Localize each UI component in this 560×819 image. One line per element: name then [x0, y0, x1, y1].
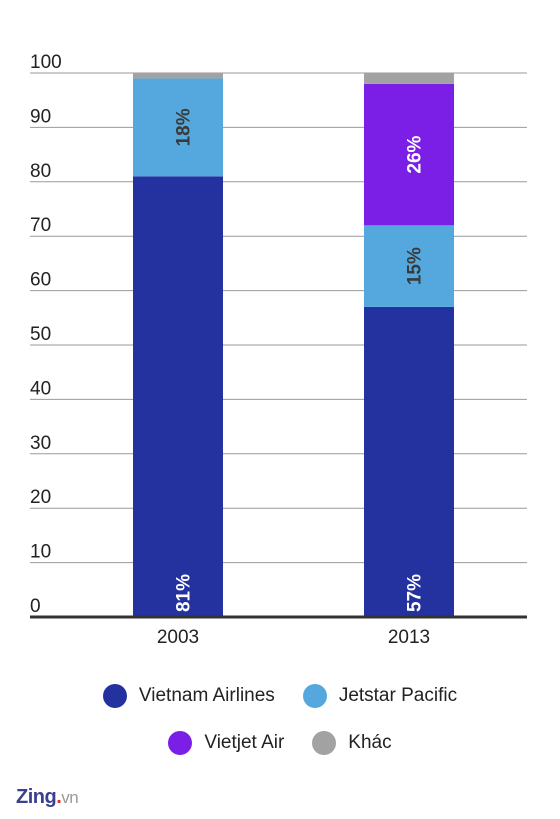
x-tick-label-2003: 2003	[157, 627, 199, 648]
zing-logo: Zing.vn	[16, 786, 79, 809]
bar-2013-vietnam-airlines	[364, 306, 454, 617]
legend-swatch-jetstar-pacific	[302, 684, 327, 708]
x-tick-label-2013: 2013	[388, 627, 430, 648]
y-tick-label-60: 60	[30, 270, 51, 291]
y-tick-label-10: 10	[30, 542, 51, 563]
stacked-bar-chart: 0 10 20 30 40 50 60 70 80 90 100 81% 18% 57% 15% 26% 200…	[30, 52, 527, 648]
legend-swatch-vietnam-airlines	[102, 684, 127, 708]
y-tick-label-40: 40	[30, 378, 51, 399]
bar-2003-jetstar-pacific	[133, 78, 223, 177]
legend-label-khac: Khác	[348, 732, 392, 753]
y-tick-label-80: 80	[30, 161, 51, 182]
legend-label-jetstar-pacific: Jetstar Pacific	[338, 685, 458, 706]
legend-label-vietnam-airlines: Vietnam Airlines	[138, 685, 275, 706]
bar-2003-kh-c	[133, 73, 223, 79]
data-label-2013-vietjet-air: 26%	[405, 135, 426, 173]
legend-swatch-khac	[312, 731, 337, 755]
y-tick-label-70: 70	[30, 215, 51, 236]
bar-2003-vietnam-airlines	[133, 176, 223, 618]
legend-item-vietnam-airlines: Vietnam Airlines	[102, 684, 275, 708]
data-label-2013-vietnam-airlines: 57%	[405, 574, 426, 612]
bar-2013-vietjet-air	[364, 83, 454, 226]
data-label-2013-jetstar-pacific: 15%	[405, 247, 426, 285]
legend-label-vietjet-air: Vietjet Air	[204, 732, 285, 753]
legend-item-jetstar-pacific: Jetstar Pacific	[302, 684, 458, 708]
bar-2013-jetstar-pacific	[364, 225, 454, 307]
legend-row-2: Vietjet Air Khác	[0, 731, 560, 755]
legend-swatch-vietjet-air	[168, 731, 193, 755]
logo-suffix: vn	[61, 788, 79, 807]
logo-main: Zing	[16, 786, 57, 808]
data-label-2003-jetstar-pacific: 18%	[174, 108, 195, 146]
legend-item-vietjet-air: Vietjet Air	[168, 731, 284, 755]
data-label-2003-vietnam-airlines: 81%	[174, 574, 195, 612]
legend-item-khac: Khác	[312, 731, 392, 755]
y-tick-label-30: 30	[30, 433, 51, 454]
legend-row-1: Vietnam Airlines Jetstar Pacific	[0, 684, 560, 708]
logo-dot: .	[56, 786, 62, 808]
y-tick-label-20: 20	[30, 487, 51, 508]
bar-2013-kh-c	[364, 73, 454, 84]
y-tick-label-100: 100	[30, 52, 62, 73]
y-tick-label-0: 0	[30, 596, 41, 617]
y-tick-label-50: 50	[30, 324, 51, 345]
y-tick-label-90: 90	[30, 106, 51, 127]
